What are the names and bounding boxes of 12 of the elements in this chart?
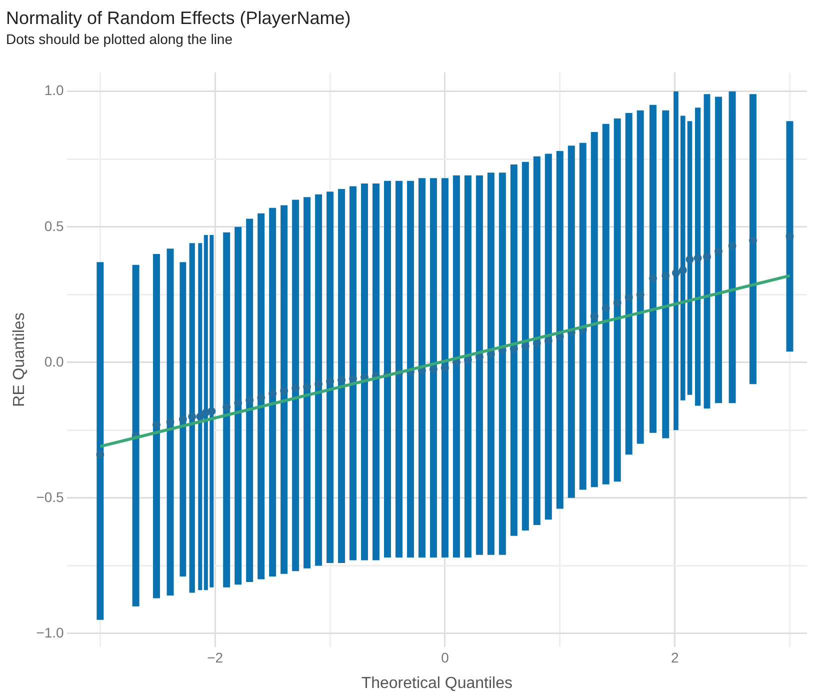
y-tick-label: 1.0: [44, 82, 64, 98]
y-tick-label: −0.5: [36, 488, 64, 505]
x-tick-label: 0: [441, 649, 450, 666]
chart-title: Normality of Random Effects (PlayerName): [6, 8, 351, 28]
y-tick-label: 0.0: [44, 353, 64, 370]
y-axis-title: RE Quantiles: [11, 312, 28, 407]
y-tick-label: −1.0: [36, 624, 64, 640]
x-tick-label: 2: [670, 649, 679, 666]
y-tick-label: 0.5: [44, 218, 64, 234]
chart-subtitle: Dots should be plotted along the line: [6, 30, 233, 47]
x-axis-title: Theoretical Quantiles: [361, 674, 513, 692]
x-tick-label: −2: [207, 649, 224, 666]
